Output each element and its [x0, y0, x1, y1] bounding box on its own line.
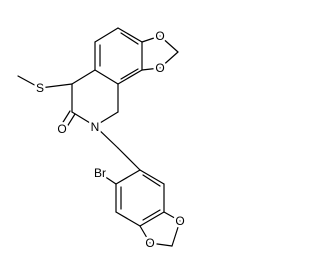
- bond: [141, 35, 161, 43]
- molecule-diagram: O O S O N Br O O: [17, 27, 187, 253]
- bond: [94, 69, 119, 85]
- double-bond: [142, 174, 161, 187]
- atom-label: O: [57, 122, 66, 136]
- atom-label: N: [91, 120, 100, 134]
- bond: [103, 175, 117, 185]
- double-bond: [120, 32, 139, 45]
- atom-label: O: [145, 236, 154, 250]
- atom-label: S: [36, 81, 44, 95]
- double-bond: [142, 209, 161, 221]
- bond: [139, 169, 165, 185]
- bond: [115, 211, 141, 227]
- bond: [171, 220, 181, 247]
- bond: [71, 111, 96, 127]
- atom-label: Br: [94, 166, 106, 180]
- double-bond: [59, 110, 71, 128]
- bond: [117, 147, 141, 171]
- bond: [141, 67, 161, 71]
- bonds: [17, 27, 181, 247]
- bond: [17, 75, 41, 89]
- bond: [94, 125, 119, 149]
- atom-label: O: [175, 214, 184, 228]
- bond: [117, 27, 143, 43]
- bond: [159, 51, 179, 69]
- bond: [163, 211, 181, 222]
- atom-labels: O O S O N Br O O: [33, 27, 187, 253]
- bond: [115, 169, 141, 185]
- double-bond: [120, 68, 139, 80]
- bond: [71, 69, 96, 85]
- bond: [94, 111, 119, 127]
- atom-label: O: [155, 61, 164, 75]
- bond: [94, 27, 119, 43]
- bond: [117, 69, 143, 85]
- bond: [39, 83, 73, 89]
- bond: [149, 242, 173, 247]
- atom-label: O: [155, 29, 164, 43]
- double-bond: [64, 113, 76, 131]
- bond: [159, 35, 179, 53]
- bond: [139, 225, 151, 244]
- bond: [139, 211, 165, 227]
